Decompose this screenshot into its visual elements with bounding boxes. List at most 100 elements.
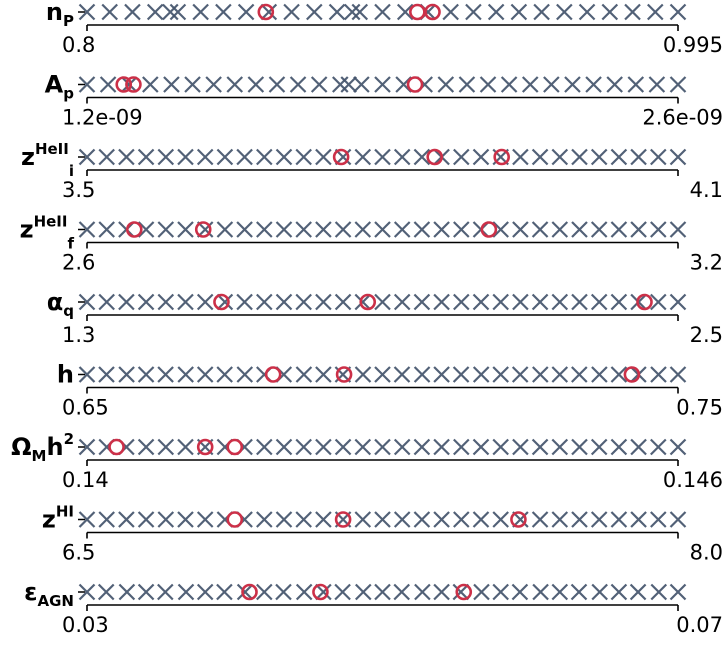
sample-point	[98, 511, 115, 528]
sample-point	[578, 3, 596, 21]
sample-point	[492, 293, 509, 311]
sample-point	[157, 221, 175, 238]
sample-point	[413, 148, 431, 166]
sample-point	[551, 583, 569, 601]
selected-point	[424, 3, 441, 21]
sample-point	[669, 366, 687, 383]
sample-point	[192, 3, 209, 21]
axis-max-label: 2.5	[690, 323, 723, 347]
sample-point	[650, 293, 667, 311]
sample-point	[465, 3, 482, 21]
selected-point	[226, 438, 244, 456]
sample-point	[669, 583, 687, 601]
sample-point	[275, 583, 292, 601]
sample-point	[669, 511, 687, 528]
sample-point	[669, 148, 687, 166]
sample-point	[393, 438, 411, 456]
parameter-symbol: z	[42, 506, 56, 534]
sample-point	[669, 438, 687, 456]
sample-point	[610, 366, 628, 383]
sample-point	[315, 221, 332, 238]
sample-point	[571, 511, 588, 528]
axis-min-label: 2.6	[62, 251, 95, 275]
sample-point	[343, 3, 361, 21]
sample-point	[78, 438, 96, 456]
parameter-superscript: HI	[56, 503, 74, 521]
sample-point	[433, 293, 450, 311]
sample-point	[512, 438, 529, 456]
sample-point	[236, 293, 253, 311]
selected-point	[194, 221, 212, 238]
sample-point	[205, 76, 222, 93]
sample-point	[315, 511, 332, 528]
sample-point	[256, 221, 273, 238]
sample-point	[433, 511, 450, 528]
sample-point	[374, 76, 391, 93]
sample-point	[610, 583, 628, 601]
sample-point	[78, 221, 96, 238]
sample-point	[610, 293, 628, 311]
sample-point	[571, 366, 588, 383]
sample-point	[295, 221, 312, 238]
selected-point	[226, 511, 244, 528]
sample-point	[413, 221, 431, 238]
sample-point	[669, 221, 687, 238]
sample-point	[256, 148, 273, 166]
parameter-subscript: AGN	[38, 592, 74, 610]
sample-point	[610, 511, 628, 528]
sample-point	[492, 511, 509, 528]
sample-point	[295, 293, 312, 311]
sample-point	[196, 511, 214, 528]
parameter-row: nP 0.8 0.995	[46, 0, 723, 57]
sample-point	[571, 438, 588, 456]
sample-point	[531, 293, 549, 311]
selected-point	[406, 76, 424, 93]
sample-point	[237, 3, 255, 21]
sample-point	[177, 221, 194, 238]
sample-point	[163, 76, 180, 93]
sample-point	[532, 366, 549, 383]
sample-point	[511, 583, 529, 601]
sample-point	[157, 438, 175, 456]
sample-point	[196, 148, 214, 166]
selected-point	[115, 76, 133, 93]
sample-point	[315, 148, 332, 166]
sample-point	[374, 3, 391, 21]
sample-point	[610, 148, 628, 166]
sample-point	[216, 293, 234, 311]
sample-point	[571, 148, 588, 166]
sample-point	[78, 148, 96, 166]
axis-min-label: 1.3	[62, 323, 95, 347]
sample-point	[236, 583, 254, 601]
axis-max-label: 0.995	[663, 33, 723, 57]
sample-point	[226, 76, 244, 93]
sample-point	[487, 3, 505, 21]
sample-point	[215, 3, 232, 21]
sample-point	[328, 3, 346, 21]
parameter-superscript: HeII	[34, 213, 68, 231]
sample-point	[629, 583, 647, 601]
parameter-label: zHeII f	[20, 213, 75, 253]
sample-point	[650, 583, 668, 601]
sample-point	[551, 148, 569, 166]
parameter-symbol: A	[45, 71, 64, 99]
sample-point	[78, 366, 96, 383]
sample-point	[295, 438, 312, 456]
selected-point	[125, 76, 142, 93]
sample-point	[268, 76, 286, 93]
sample-point	[256, 438, 273, 456]
axis-max-label: 4.1	[690, 178, 723, 202]
sample-point	[610, 221, 628, 238]
sample-point	[169, 3, 187, 21]
sample-point	[374, 583, 391, 601]
sample-point	[590, 438, 608, 456]
sample-point	[354, 293, 372, 311]
sample-point	[472, 366, 490, 383]
selected-point	[334, 511, 352, 528]
parameter-subscript: p	[63, 85, 74, 103]
sample-point	[551, 293, 569, 311]
sample-point	[78, 293, 96, 311]
sample-point	[433, 366, 450, 383]
sample-point	[306, 3, 323, 21]
